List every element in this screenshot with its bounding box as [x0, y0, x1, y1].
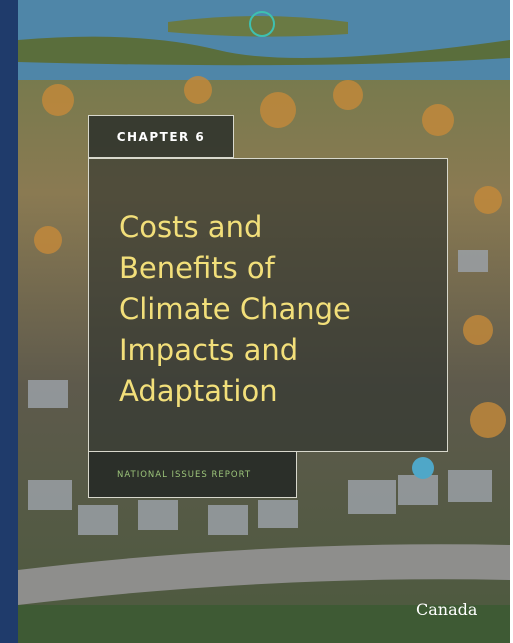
chapter-label: CHAPTER 6: [117, 130, 206, 144]
title-line: Adaptation: [119, 371, 447, 412]
cover: CHAPTER 6 Costs andBenefits ofClimate Ch…: [0, 0, 513, 643]
title-line: Benefits of: [119, 248, 447, 289]
title-line: Climate Change: [119, 289, 447, 330]
title-line: Costs and: [119, 207, 447, 248]
page-body: {"cover": {"chapter": "CHAPTER 6", "titl…: [0, 0, 513, 643]
title-line: Impacts and: [119, 330, 447, 371]
chapter-tab: CHAPTER 6: [88, 115, 234, 158]
wordmark: Canada: [416, 600, 477, 619]
report-band: NATIONAL ISSUES REPORT: [88, 451, 297, 498]
report-label: NATIONAL ISSUES REPORT: [117, 470, 251, 480]
